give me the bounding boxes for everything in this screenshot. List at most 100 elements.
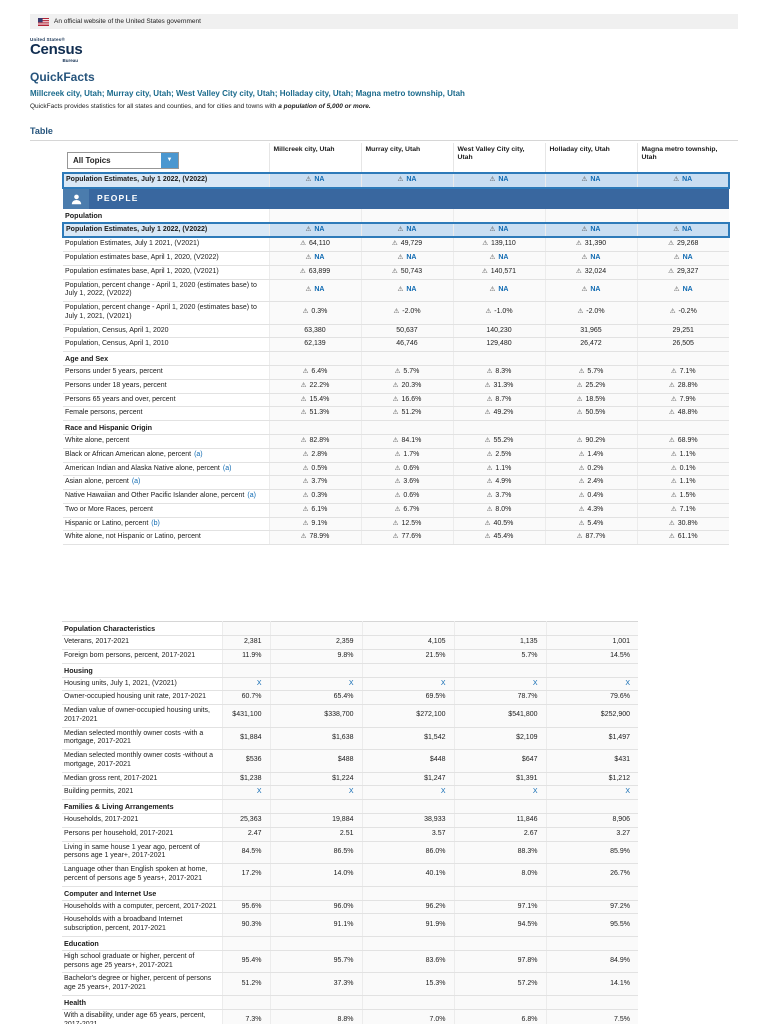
warning-icon[interactable]: ⚠	[670, 492, 677, 499]
cell-value[interactable]: X	[348, 788, 354, 796]
warning-icon[interactable]: ⚠	[302, 519, 309, 527]
cell-value[interactable]: X	[440, 679, 446, 687]
warning-icon[interactable]: ⚠	[391, 240, 398, 248]
warning-icon[interactable]: ⚠	[670, 368, 677, 375]
warning-icon[interactable]: ⚠	[397, 285, 404, 293]
cell-value[interactable]: X	[532, 679, 538, 687]
warning-icon[interactable]: ⚠	[299, 267, 306, 275]
footnote-link[interactable]: (a)	[222, 464, 232, 472]
warning-icon[interactable]: ⚠	[673, 285, 680, 293]
warning-icon[interactable]: ⚠	[394, 492, 401, 499]
warning-icon[interactable]: ⚠	[397, 225, 404, 233]
warning-icon[interactable]: ⚠	[575, 240, 582, 248]
warning-icon[interactable]: ⚠	[578, 478, 585, 486]
cell-value[interactable]: NA	[314, 175, 325, 183]
warning-icon[interactable]: ⚠	[578, 492, 585, 499]
cell-value[interactable]: NA	[406, 225, 417, 233]
warning-icon[interactable]: ⚠	[489, 225, 496, 233]
warning-icon[interactable]: ⚠	[484, 381, 491, 389]
warning-icon[interactable]: ⚠	[300, 240, 306, 248]
warning-icon[interactable]: ⚠	[302, 492, 309, 499]
footnote-link[interactable]: (a)	[131, 478, 141, 486]
warning-icon[interactable]: ⚠	[670, 464, 677, 472]
warning-icon[interactable]: ⚠	[576, 533, 583, 541]
footnote-link[interactable]: (a)	[194, 450, 203, 458]
warning-icon[interactable]: ⚠	[481, 267, 488, 275]
warning-icon[interactable]: ⚠	[577, 308, 584, 316]
warning-icon[interactable]: ⚠	[302, 464, 309, 472]
warning-icon[interactable]: ⚠	[486, 505, 493, 513]
warning-icon[interactable]: ⚠	[581, 225, 588, 233]
warning-icon[interactable]: ⚠	[576, 409, 583, 417]
cell-value[interactable]: NA	[498, 285, 509, 293]
cell-value[interactable]: NA	[314, 254, 325, 261]
warning-icon[interactable]: ⚠	[482, 240, 489, 248]
cell-value[interactable]: NA	[406, 175, 417, 183]
warning-icon[interactable]: ⚠	[300, 409, 307, 417]
topics-dropdown[interactable]: All Topics ▼	[67, 151, 179, 169]
warning-icon[interactable]: ⚠	[302, 478, 309, 486]
warning-icon[interactable]: ⚠	[302, 368, 309, 375]
warning-icon[interactable]: ⚠	[392, 395, 399, 403]
warning-icon[interactable]: ⚠	[392, 409, 399, 417]
warning-icon[interactable]: ⚠	[486, 395, 493, 403]
warning-icon[interactable]: ⚠	[484, 409, 491, 417]
warning-icon[interactable]: ⚠	[670, 478, 677, 486]
warning-icon[interactable]: ⚠	[305, 285, 312, 293]
cell-value[interactable]: NA	[590, 175, 601, 183]
warning-icon[interactable]: ⚠	[668, 533, 675, 541]
warning-icon[interactable]: ⚠	[391, 267, 398, 275]
warning-icon[interactable]: ⚠	[305, 225, 312, 233]
warning-icon[interactable]: ⚠	[669, 308, 676, 316]
warning-icon[interactable]: ⚠	[489, 254, 496, 261]
cell-value[interactable]: NA	[590, 225, 601, 233]
warning-icon[interactable]: ⚠	[670, 450, 677, 458]
footnote-link[interactable]: (b)	[151, 519, 160, 527]
warning-icon[interactable]: ⚠	[668, 381, 675, 389]
cell-value[interactable]: NA	[314, 225, 325, 233]
warning-icon[interactable]: ⚠	[668, 267, 674, 275]
cell-value[interactable]: X	[625, 679, 630, 687]
cell-value[interactable]: NA	[682, 225, 693, 233]
warning-icon[interactable]: ⚠	[581, 175, 588, 183]
warning-icon[interactable]: ⚠	[393, 308, 400, 316]
warning-icon[interactable]: ⚠	[484, 519, 491, 527]
warning-icon[interactable]: ⚠	[673, 254, 680, 261]
warning-icon[interactable]: ⚠	[576, 437, 583, 444]
cell-value[interactable]: NA	[406, 254, 417, 261]
cell-value[interactable]: NA	[682, 285, 693, 293]
warning-icon[interactable]: ⚠	[578, 464, 585, 472]
warning-icon[interactable]: ⚠	[397, 175, 404, 183]
footnote-link[interactable]: (a)	[247, 492, 256, 499]
warning-icon[interactable]: ⚠	[302, 308, 309, 316]
warning-icon[interactable]: ⚠	[575, 267, 582, 275]
cell-value[interactable]: NA	[682, 175, 693, 183]
warning-icon[interactable]: ⚠	[484, 437, 491, 444]
warning-icon[interactable]: ⚠	[670, 505, 677, 513]
warning-icon[interactable]: ⚠	[578, 368, 585, 375]
warning-icon[interactable]: ⚠	[394, 478, 401, 486]
warning-icon[interactable]: ⚠	[673, 225, 680, 233]
warning-icon[interactable]: ⚠	[489, 285, 496, 293]
warning-icon[interactable]: ⚠	[305, 254, 312, 261]
warning-icon[interactable]: ⚠	[392, 437, 399, 444]
warning-icon[interactable]: ⚠	[485, 308, 492, 316]
warning-icon[interactable]: ⚠	[581, 254, 588, 261]
cell-value[interactable]: X	[440, 788, 446, 796]
warning-icon[interactable]: ⚠	[668, 240, 674, 248]
cell-value[interactable]: X	[532, 788, 538, 796]
warning-icon[interactable]: ⚠	[668, 519, 675, 527]
cell-value[interactable]: X	[256, 788, 262, 796]
warning-icon[interactable]: ⚠	[392, 519, 399, 527]
warning-icon[interactable]: ⚠	[484, 533, 491, 541]
warning-icon[interactable]: ⚠	[394, 450, 401, 458]
warning-icon[interactable]: ⚠	[300, 437, 307, 444]
warning-icon[interactable]: ⚠	[668, 409, 675, 417]
warning-icon[interactable]: ⚠	[305, 175, 312, 183]
cell-value[interactable]: NA	[498, 175, 509, 183]
warning-icon[interactable]: ⚠	[394, 464, 401, 472]
warning-icon[interactable]: ⚠	[486, 492, 493, 499]
warning-icon[interactable]: ⚠	[300, 533, 307, 541]
warning-icon[interactable]: ⚠	[578, 505, 585, 513]
cell-value[interactable]: NA	[498, 254, 509, 261]
